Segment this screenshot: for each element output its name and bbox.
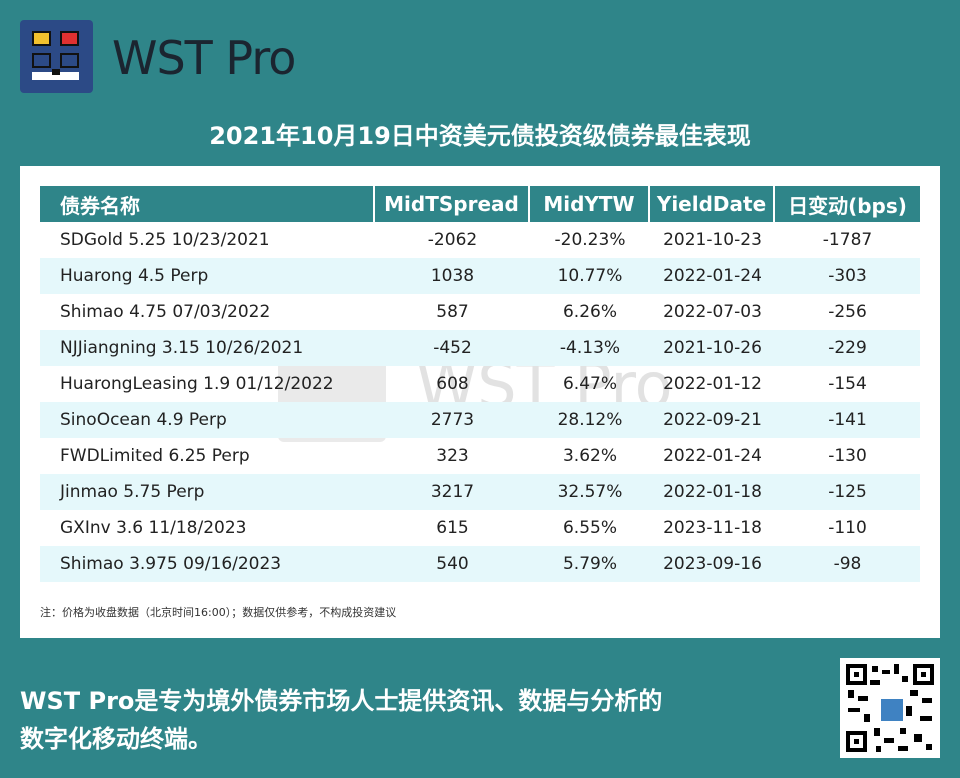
mid-tspread: -452 (375, 330, 530, 366)
daily-change: -229 (775, 330, 920, 366)
table-row: Shimao 4.75 07/03/2022 587 6.26% 2022-07… (40, 294, 920, 330)
mid-tspread: 323 (436, 446, 469, 466)
mid-ytw: 32.57% (530, 474, 650, 510)
bond-name: FWDLimited 6.25 Perp (60, 446, 250, 466)
yield-date: 2022-01-18 (650, 474, 775, 510)
slogan: WST Pro是专为境外债券市场人士提供资讯、数据与分析的 数字化移动终端。 (20, 682, 662, 758)
slogan-line-1: WST Pro是专为境外债券市场人士提供资讯、数据与分析的 (20, 687, 663, 715)
table-row: FWDLimited 6.25 Perp 323 3.62% 2022-01-2… (40, 438, 920, 474)
disclaimer-note: 注：价格为收盘数据（北京时间16:00）；数据仅供参考，不构成投资建议 (40, 606, 397, 619)
mid-tspread: 615 (436, 518, 469, 538)
table-row: SDGold 5.25 10/23/2021 -2062 -20.23% 202… (40, 222, 920, 258)
yield-date: 2023-09-16 (650, 546, 775, 582)
table-row: HuarongLeasing 1.9 01/12/2022 608 6.47% … (40, 366, 920, 402)
table-row: Jinmao 5.75 Perp 3217 32.57% 2022-01-18 … (40, 474, 920, 510)
daily-change: -303 (775, 258, 920, 294)
mid-ytw: 5.79% (530, 546, 650, 582)
yield-date: 2022-01-24 (663, 446, 762, 466)
mid-ytw: -4.13% (530, 330, 650, 366)
table-card: WST Pro 债券名称 MidTSpread MidYTW YieldDate… (20, 166, 940, 638)
qr-code-icon (840, 658, 940, 758)
table-header-row: 债券名称 MidTSpread MidYTW YieldDate 日变动(bps… (40, 186, 920, 222)
mid-tspread: -2062 (427, 230, 478, 250)
mid-ytw: 6.55% (562, 518, 617, 538)
bond-name: SinoOcean 4.9 Perp (40, 402, 375, 438)
daily-change: -256 (828, 302, 867, 322)
table-row: Shimao 3.975 09/16/2023 540 5.79% 2023-0… (40, 546, 920, 582)
bond-name: Shimao 4.75 07/03/2022 (60, 302, 271, 322)
mid-ytw: 10.77% (530, 258, 650, 294)
wst-logo-icon (20, 20, 93, 93)
yield-date: 2022-01-24 (650, 258, 775, 294)
daily-change: -141 (775, 402, 920, 438)
col-header-midtspread: MidTSpread (375, 186, 530, 222)
daily-change: -110 (828, 518, 867, 538)
yield-date: 2022-01-12 (663, 374, 762, 394)
bond-name: NJJiangning 3.15 10/26/2021 (40, 330, 375, 366)
yield-date: 2021-10-26 (650, 330, 775, 366)
mid-ytw: 6.26% (562, 302, 617, 322)
mid-ytw: -20.23% (554, 230, 626, 250)
table-row: GXInv 3.6 11/18/2023 615 6.55% 2023-11-1… (40, 510, 920, 546)
daily-change: -130 (828, 446, 867, 466)
bond-name: Jinmao 5.75 Perp (40, 474, 375, 510)
mid-ytw: 3.62% (562, 446, 617, 466)
daily-change: -1787 (822, 230, 873, 250)
table-row: Huarong 4.5 Perp 1038 10.77% 2022-01-24 … (40, 258, 920, 294)
mid-tspread: 2773 (375, 402, 530, 438)
qr-center-logo-icon (879, 697, 905, 723)
mid-tspread: 1038 (375, 258, 530, 294)
yield-date: 2022-09-21 (650, 402, 775, 438)
page-title: 2021年10月19日中资美元债投资级债券最佳表现 (209, 122, 751, 150)
daily-change: -154 (828, 374, 867, 394)
slogan-line-2: 数字化移动终端。 (20, 725, 212, 753)
daily-change: -98 (775, 546, 920, 582)
bond-name: GXInv 3.6 11/18/2023 (60, 518, 247, 538)
table-row: NJJiangning 3.15 10/26/2021 -452 -4.13% … (40, 330, 920, 366)
mid-tspread: 587 (436, 302, 469, 322)
mid-ytw: 28.12% (530, 402, 650, 438)
col-header-name: 债券名称 (40, 186, 375, 222)
yield-date: 2023-11-18 (663, 518, 762, 538)
daily-change: -125 (775, 474, 920, 510)
yield-date: 2022-07-03 (663, 302, 762, 322)
bond-name: Shimao 3.975 09/16/2023 (40, 546, 375, 582)
mid-tspread: 3217 (375, 474, 530, 510)
bond-name: Huarong 4.5 Perp (40, 258, 375, 294)
table-row: SinoOcean 4.9 Perp 2773 28.12% 2022-09-2… (40, 402, 920, 438)
brand-name: WST Pro (112, 31, 296, 85)
col-header-daily-change: 日变动(bps) (775, 186, 920, 222)
col-header-midytw: MidYTW (530, 186, 650, 222)
col-header-yielddate: YieldDate (650, 186, 775, 222)
bond-name: HuarongLeasing 1.9 01/12/2022 (60, 374, 334, 394)
mid-tspread: 540 (375, 546, 530, 582)
yield-date: 2021-10-23 (663, 230, 762, 250)
bond-table: 债券名称 MidTSpread MidYTW YieldDate 日变动(bps… (40, 186, 920, 582)
mid-ytw: 6.47% (562, 374, 617, 394)
bond-name: SDGold 5.25 10/23/2021 (60, 230, 270, 250)
mid-tspread: 608 (436, 374, 469, 394)
